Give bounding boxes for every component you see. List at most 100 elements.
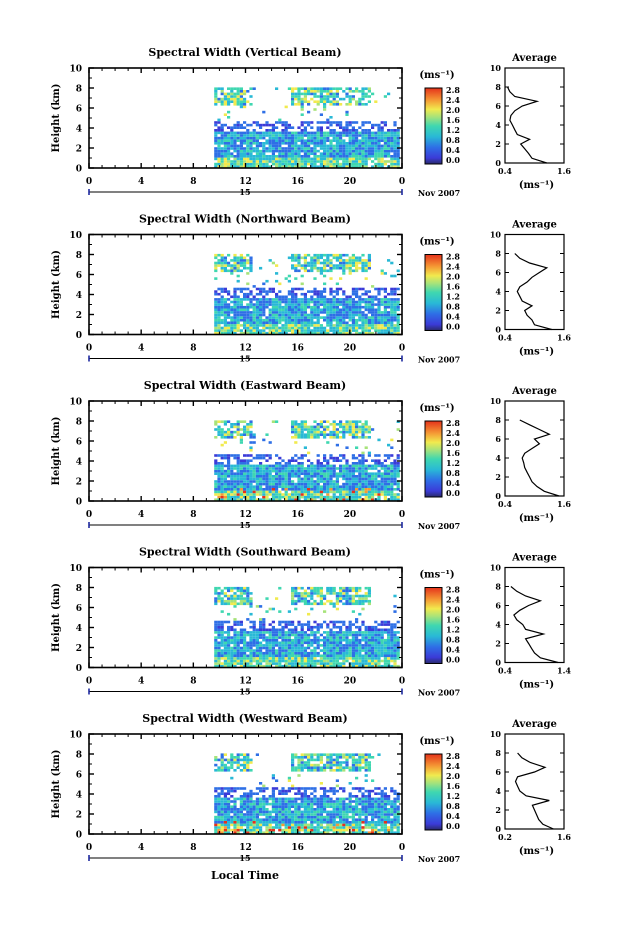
heatmap-cell: [278, 305, 282, 309]
heatmap-cell: [217, 149, 221, 153]
heatmap-cell: [217, 594, 221, 598]
heatmap-cell: [297, 636, 301, 639]
heatmap-cell: [364, 641, 368, 645]
heatmap-cell: [364, 261, 368, 265]
heatmap-cell: [358, 493, 362, 496]
heatmap-cell: [278, 490, 282, 494]
heatmap-cell: [262, 490, 266, 494]
heatmap-cell: [249, 605, 253, 608]
heatmap-cell: [265, 147, 269, 150]
heatmap-cell: [297, 664, 301, 668]
heatmap-cell: [313, 638, 317, 642]
heatmap-cell: [239, 160, 243, 163]
heatmap-cell: [230, 266, 234, 270]
average-y-tick-label: 2: [495, 306, 501, 316]
heatmap-cell: [220, 259, 224, 262]
heatmap-cell: [396, 269, 400, 273]
heatmap-cell: [390, 454, 394, 457]
heatmap-cell: [217, 313, 221, 317]
heatmap-cell: [227, 597, 231, 600]
heatmap-cell: [307, 644, 311, 647]
heatmap-cell: [275, 142, 279, 145]
heatmap-cell: [383, 290, 387, 293]
heatmap-cell: [227, 110, 231, 114]
heatmap-cell: [310, 641, 314, 645]
heatmap-cell: [239, 651, 243, 655]
heatmap-cell: [239, 311, 243, 314]
heatmap-cell: [377, 290, 381, 293]
heatmap-cell: [214, 488, 218, 491]
heatmap-cell: [364, 139, 368, 142]
heatmap-cell: [345, 493, 349, 496]
heatmap-cell: [214, 623, 218, 626]
heatmap-cell: [214, 462, 218, 465]
heatmap-cell: [287, 162, 291, 166]
y-axis-label: Height (km): [51, 250, 62, 319]
heatmap-cell: [284, 644, 288, 647]
heatmap-cell: [278, 165, 282, 168]
heatmap-cell: [351, 318, 355, 322]
heatmap-cell: [367, 326, 371, 330]
heatmap-cell: [332, 147, 336, 150]
heatmap-cell: [236, 831, 240, 834]
heatmap-cell: [316, 155, 320, 158]
heatmap-cell: [339, 644, 343, 647]
y-tick-label: 4: [76, 624, 82, 634]
heatmap-cell: [300, 316, 304, 319]
heatmap-cell: [297, 95, 301, 98]
heatmap-cell: [335, 90, 339, 93]
heatmap-cell: [355, 121, 359, 124]
heatmap-cell: [351, 165, 355, 168]
heatmap-cell: [319, 261, 323, 265]
heatmap-cell: [262, 155, 266, 158]
heatmap-cell: [323, 475, 327, 478]
heatmap-cell: [230, 152, 234, 155]
heatmap-cell: [268, 628, 272, 632]
heatmap-cell: [287, 160, 291, 163]
heatmap-cell: [262, 620, 266, 624]
heatmap-cell: [390, 329, 394, 332]
heatmap-cell: [265, 129, 269, 132]
heatmap-cell: [310, 482, 314, 486]
heatmap-cell: [358, 142, 362, 145]
heatmap-cell: [345, 462, 349, 465]
heatmap-cell: [316, 134, 320, 137]
heatmap-cell: [374, 318, 378, 322]
heatmap-cell: [259, 605, 263, 608]
heatmap-cell: [246, 326, 250, 330]
heatmap-cell: [291, 649, 295, 652]
colorbar-tick-label: 1.2: [446, 125, 460, 135]
heatmap-cell: [300, 87, 304, 90]
heatmap-cell: [307, 430, 311, 434]
heatmap-cell: [377, 490, 381, 494]
heatmap-cell: [358, 149, 362, 153]
heatmap-cell: [291, 633, 295, 637]
heatmap-cell: [364, 331, 368, 335]
heatmap-cell: [239, 594, 243, 598]
heatmap-cell: [339, 103, 343, 106]
heatmap-cell: [307, 139, 311, 142]
heatmap-cell: [214, 95, 218, 98]
heatmap-cell: [345, 649, 349, 652]
heatmap-cell: [361, 134, 365, 137]
heatmap-cell: [387, 329, 391, 332]
heatmap-cell: [319, 433, 323, 436]
heatmap-cell: [326, 298, 330, 301]
heatmap-cell: [396, 462, 400, 465]
heatmap-cell: [361, 638, 365, 642]
heatmap-cell: [217, 586, 221, 590]
heatmap-cell: [230, 165, 234, 168]
heatmap-cell: [348, 649, 352, 652]
heatmap-cell: [393, 480, 397, 483]
heatmap-cell: [291, 326, 295, 330]
heatmap-cell: [297, 428, 301, 431]
heatmap-cell: [332, 100, 336, 103]
heatmap-cell: [313, 165, 317, 168]
colorbar-tick-label: 1.2: [446, 625, 460, 635]
heatmap-cell: [332, 467, 336, 470]
heatmap-cell: [284, 134, 288, 137]
heatmap-cell: [367, 480, 371, 483]
heatmap-cell: [227, 420, 231, 423]
heatmap-cell: [217, 628, 221, 632]
heatmap-cell: [281, 493, 285, 496]
